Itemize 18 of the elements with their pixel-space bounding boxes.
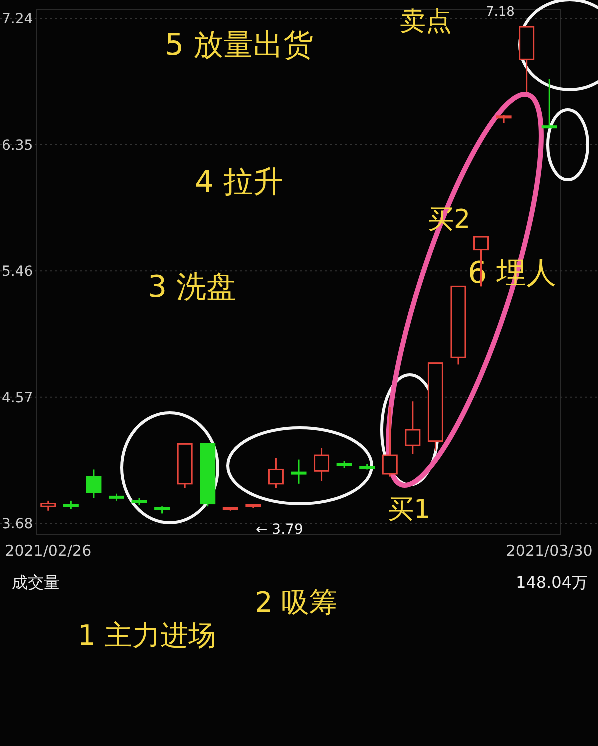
y-tick-label: 6.35 [2, 138, 34, 154]
annotation: 买1 [388, 495, 431, 525]
annotation: 4 拉升 [195, 165, 284, 200]
text: 1 主力进场 [78, 619, 217, 652]
y-tick-label: 4.57 [2, 390, 34, 406]
annotation: 3 洗盘 [148, 270, 237, 305]
text: 148.04万 [516, 573, 588, 592]
x-tick-label: 2021/02/26 [5, 542, 92, 560]
y-tick-label: 7.24 [2, 12, 34, 28]
y-tick-label: 5.46 [2, 264, 34, 280]
annotation: 5 放量出货 [165, 28, 314, 63]
annotation: 7.18 [486, 5, 515, 20]
y-tick-label: 3.68 [2, 516, 34, 533]
annotation: ← 3.79 [256, 522, 304, 538]
annotation: 卖点 [400, 7, 452, 37]
text: 成交量 [12, 573, 60, 592]
text: 2 吸筹 [255, 586, 338, 619]
x-tick-label: 2021/03/30 [506, 542, 593, 560]
